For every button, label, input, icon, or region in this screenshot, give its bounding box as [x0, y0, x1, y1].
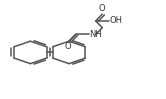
Text: OH: OH [109, 16, 122, 25]
Text: O: O [65, 42, 72, 51]
Text: NH: NH [90, 30, 102, 39]
Text: O: O [99, 4, 106, 13]
